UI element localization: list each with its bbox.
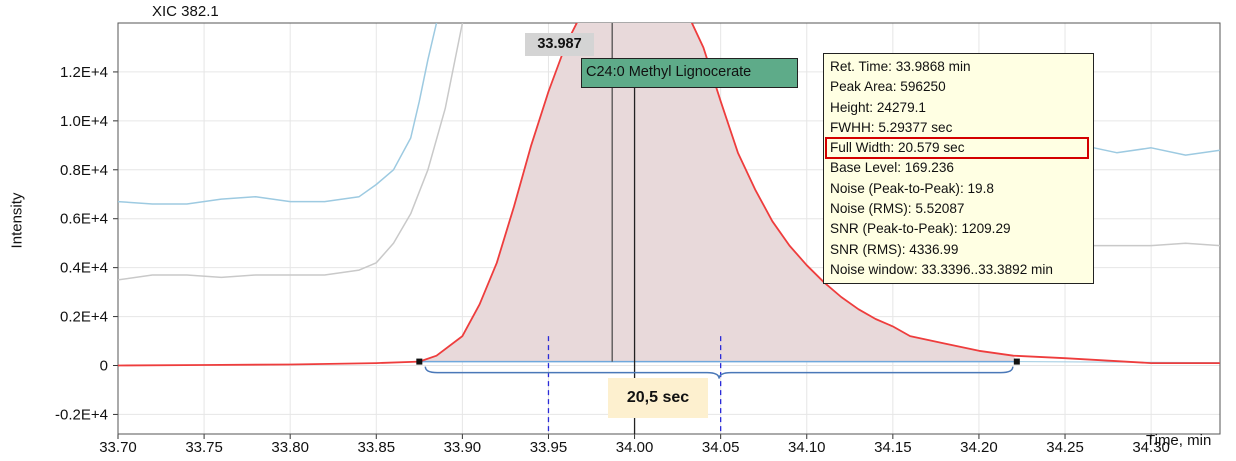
- tooltip-row-noise-rms: Noise (RMS): 5.52087: [830, 201, 965, 217]
- x-tick-label: 34.10: [788, 439, 826, 456]
- tooltip-row-noise-p2p: Noise (Peak-to-Peak): 19.8: [830, 180, 994, 196]
- x-tick-label: 34.05: [702, 439, 740, 456]
- tooltip-row-peak-area: Peak Area: 596250: [830, 79, 946, 95]
- y-tick-label: 0: [100, 358, 108, 375]
- x-axis-title: Time, min: [1146, 432, 1212, 449]
- x-tick-label: 34.15: [874, 439, 912, 456]
- y-tick-label: 1.0E+4: [60, 113, 108, 130]
- x-tick-label: 34.20: [960, 439, 998, 456]
- y-tick-label: 0.6E+4: [60, 211, 108, 228]
- chart-title: XIC 382.1: [152, 3, 219, 20]
- tooltip-row-ret-time: Ret. Time: 33.9868 min: [830, 59, 971, 74]
- y-tick-label: 0.8E+4: [60, 162, 108, 179]
- peak-info-tooltip: Ret. Time: 33.9868 min Peak Area: 596250…: [823, 53, 1094, 284]
- tooltip-row-noise-window: Noise window: 33.3396..33.3892 min: [830, 261, 1053, 277]
- x-tick-label: 33.70: [99, 439, 137, 456]
- tooltip-row-base-level: Base Level: 169.236: [830, 160, 954, 176]
- y-axis-title: Intensity: [8, 192, 26, 249]
- peak-start-point: [416, 358, 423, 365]
- tooltip-row-full-width: Full Width: 20.579 sec: [825, 137, 1089, 160]
- series-line-3: [118, 23, 464, 281]
- compound-label: C24:0 Methyl Lignocerate: [581, 58, 798, 88]
- x-tick-label: 33.85: [358, 439, 396, 456]
- width-brace: [424, 366, 1014, 379]
- tick-labels: 33.70 33.75 33.80 33.85 33.90 33.95 34.00 34.05…: [55, 64, 1170, 456]
- x-tick-label: 33.75: [185, 439, 223, 456]
- y-tick-label: 1.2E+4: [60, 64, 108, 81]
- x-tick-label: 34.30: [1132, 439, 1170, 456]
- x-tick-label: 33.90: [444, 439, 482, 456]
- tooltip-row-snr-p2p: SNR (Peak-to-Peak): 1209.29: [830, 221, 1011, 237]
- peak-end-point: [1013, 358, 1020, 365]
- y-tick-label: -0.2E+4: [55, 406, 108, 423]
- x-tick-label: 34.00: [616, 439, 654, 456]
- peak-area-shape: [419, 23, 1017, 362]
- x-tick-label: 34.25: [1046, 439, 1084, 456]
- series-line-1: [118, 23, 438, 205]
- series-line-0: [118, 23, 1220, 367]
- tooltip-row-snr-rms: SNR (RMS): 4336.99: [830, 241, 959, 257]
- tooltip-row-height: Height: 24279.1: [830, 99, 926, 115]
- width-annotation: 20,5 sec: [608, 378, 708, 418]
- x-tick-label: 33.80: [271, 439, 309, 456]
- y-tick-label: 0.2E+4: [60, 309, 108, 326]
- retention-time-label: 33.987: [525, 33, 594, 56]
- tooltip-row-fwhh: FWHH: 5.29377 sec: [830, 119, 953, 135]
- y-tick-label: 0.4E+4: [60, 260, 108, 277]
- x-tick-label: 33.95: [530, 439, 568, 456]
- peak-area-fill: [419, 23, 1221, 364]
